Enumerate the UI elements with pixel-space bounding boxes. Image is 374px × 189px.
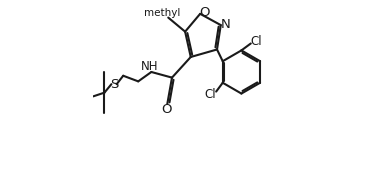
Text: methyl: methyl [144,9,181,19]
Text: O: O [161,103,172,116]
Text: O: O [199,6,209,19]
Text: NH: NH [141,60,158,73]
Text: Cl: Cl [250,35,262,48]
Text: N: N [221,18,230,31]
Text: S: S [110,78,118,91]
Text: Cl: Cl [205,88,216,101]
